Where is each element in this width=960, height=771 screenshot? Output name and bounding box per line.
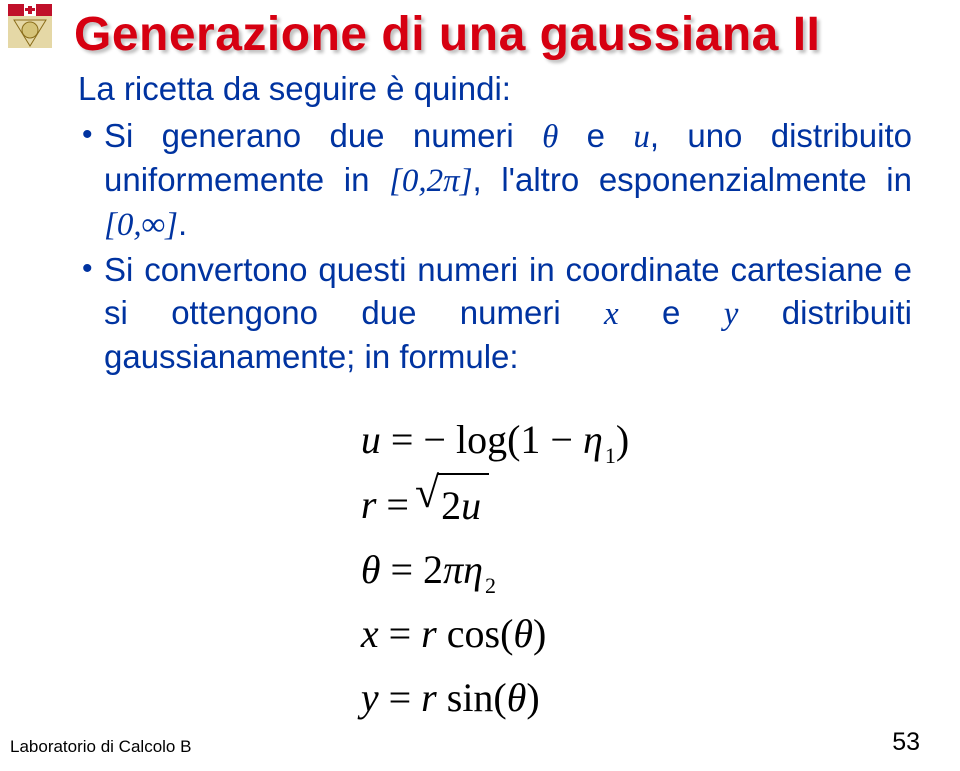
- b1-int2: [0,∞]: [104, 207, 178, 243]
- crest-icon: [6, 2, 54, 50]
- footer-text: Laboratorio di Calcolo B: [10, 737, 191, 757]
- page-number: 53: [892, 728, 920, 757]
- formula-3: θ = 2πη2: [361, 539, 629, 601]
- bullet-1: Si generano due numeri θ e u, uno distri…: [78, 115, 912, 247]
- formula-5: y = r sin(θ): [361, 667, 629, 729]
- b1-end: .: [178, 205, 187, 242]
- formula-block: u = − log(1 − η1) r = √ 2u θ = 2πη2 x = …: [78, 407, 912, 731]
- sqrt-icon: √ 2u: [415, 473, 489, 537]
- b1-mid1: e: [558, 117, 633, 154]
- formula-inner: u = − log(1 − η1) r = √ 2u θ = 2πη2 x = …: [361, 407, 629, 731]
- bullet-list: Si generano due numeri θ e u, uno distri…: [78, 115, 912, 378]
- slide-body: La ricetta da seguire è quindi: Si gener…: [78, 68, 912, 730]
- bullet-2: Si convertono questi numeri in coordinat…: [78, 249, 912, 379]
- b1-mid3: , l'altro esponenzialmente in: [473, 161, 912, 198]
- b2-y: y: [724, 296, 739, 332]
- slide-title: Generazione di una gaussiana II: [74, 10, 912, 60]
- b2-mid1: e: [619, 294, 724, 331]
- formula-4: x = r cos(θ): [361, 603, 629, 665]
- slide: Generazione di una gaussiana II La ricet…: [0, 0, 960, 771]
- b1-u: u: [633, 119, 650, 155]
- intro-text: La ricetta da seguire è quindi:: [78, 68, 912, 111]
- formula-2: r = √ 2u: [361, 473, 629, 537]
- b1-int1: [0,2π]: [389, 163, 472, 199]
- b1-pre: Si generano due numeri: [104, 117, 542, 154]
- b2-x: x: [604, 296, 619, 332]
- b1-theta: θ: [542, 119, 558, 155]
- formula-1: u = − log(1 − η1): [361, 409, 629, 471]
